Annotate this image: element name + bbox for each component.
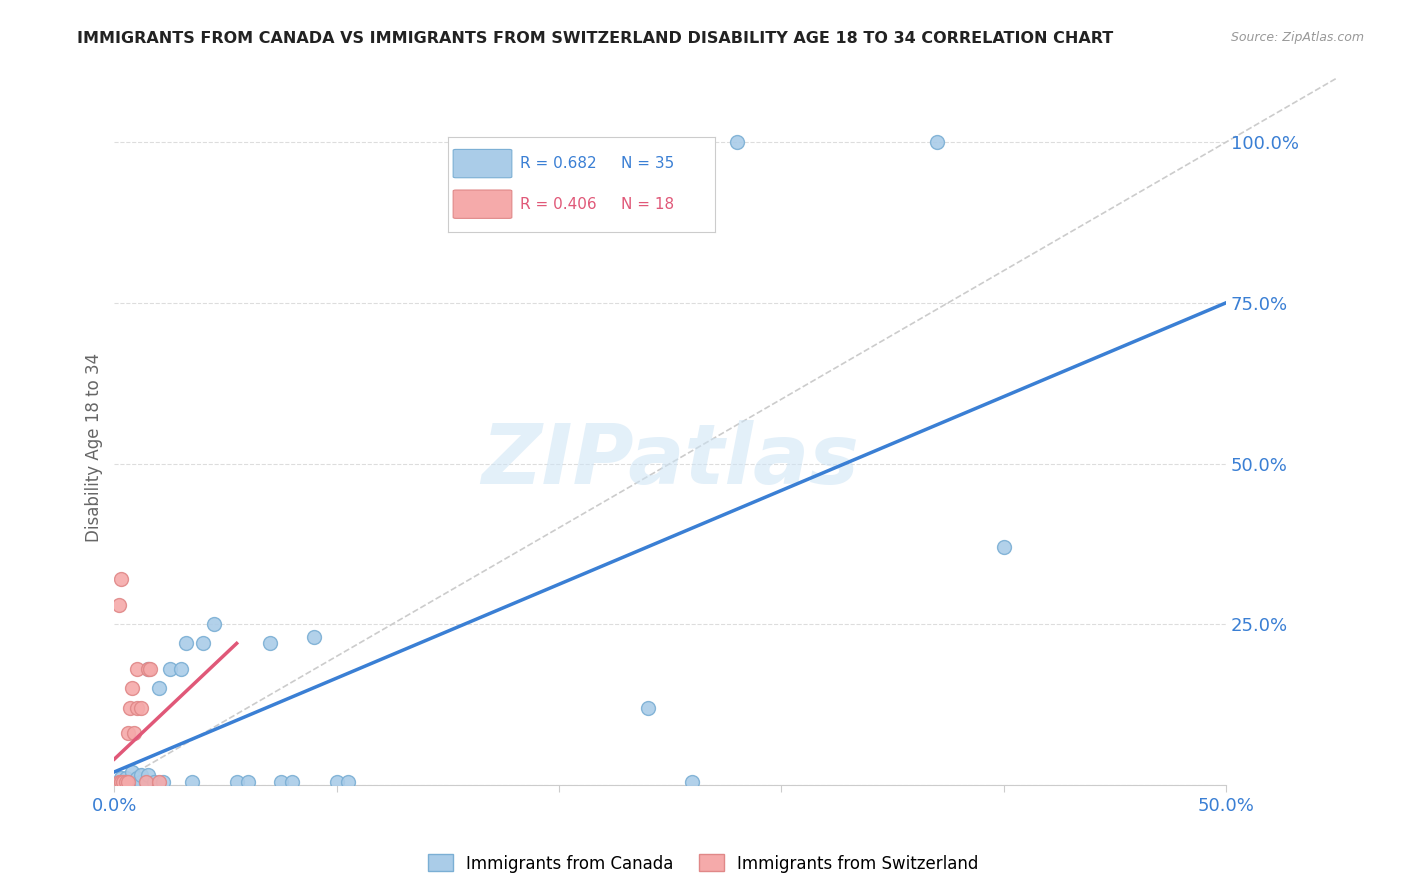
Point — [108, 774, 131, 789]
Point — [281, 774, 304, 789]
Y-axis label: Disability Age 18 to 34: Disability Age 18 to 34 — [86, 353, 103, 542]
Legend: Immigrants from Canada, Immigrants from Switzerland: Immigrants from Canada, Immigrants from … — [422, 847, 984, 880]
Text: Source: ZipAtlas.com: Source: ZipAtlas.com — [1230, 31, 1364, 45]
Point — [993, 540, 1015, 554]
Point — [304, 630, 326, 644]
Point — [108, 598, 131, 612]
Point — [236, 774, 259, 789]
Point — [135, 774, 157, 789]
Point — [124, 726, 146, 740]
Point — [114, 772, 136, 786]
Point — [129, 700, 152, 714]
Point — [681, 774, 703, 789]
Point — [135, 774, 157, 789]
Point — [925, 135, 948, 149]
Point — [148, 681, 170, 696]
Point — [121, 774, 143, 789]
Point — [121, 681, 143, 696]
Point — [325, 774, 347, 789]
Point — [204, 617, 226, 632]
Text: IMMIGRANTS FROM CANADA VS IMMIGRANTS FROM SWITZERLAND DISABILITY AGE 18 TO 34 CO: IMMIGRANTS FROM CANADA VS IMMIGRANTS FRO… — [77, 31, 1114, 46]
Point — [129, 768, 152, 782]
Point — [136, 662, 159, 676]
Point — [125, 772, 148, 786]
Point — [110, 774, 132, 789]
Point — [136, 662, 159, 676]
Point — [117, 774, 139, 789]
Point — [225, 774, 247, 789]
Point — [174, 636, 197, 650]
Point — [193, 636, 215, 650]
Point — [270, 774, 292, 789]
Text: ZIPatlas: ZIPatlas — [481, 420, 859, 501]
Point — [125, 662, 148, 676]
Point — [336, 774, 359, 789]
Point — [125, 774, 148, 789]
Point — [129, 774, 152, 789]
Point — [121, 764, 143, 779]
Point — [148, 774, 170, 789]
Point — [108, 774, 131, 789]
Point — [112, 774, 135, 789]
Point — [136, 768, 159, 782]
Point — [110, 772, 132, 786]
Point — [110, 572, 132, 586]
Point — [725, 135, 748, 149]
Point — [259, 636, 281, 650]
Point — [139, 662, 162, 676]
Point — [125, 700, 148, 714]
Point — [181, 774, 204, 789]
Point — [170, 662, 193, 676]
Point — [143, 774, 166, 789]
Point — [159, 662, 181, 676]
Point — [117, 774, 139, 789]
Point — [118, 700, 141, 714]
Point — [637, 700, 659, 714]
Point — [152, 774, 174, 789]
Point — [114, 774, 136, 789]
Point — [117, 726, 139, 740]
